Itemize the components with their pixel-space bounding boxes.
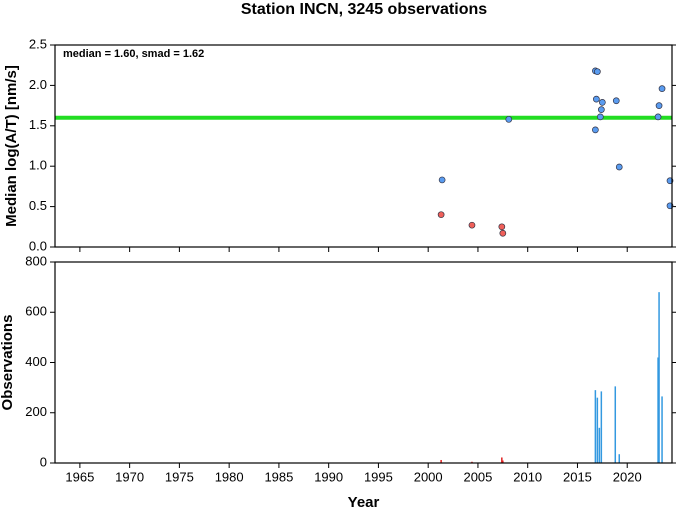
bar (600, 391, 603, 463)
chart-title: Station INCN, 3245 observations (241, 1, 487, 18)
y-tick-label: 800 (25, 253, 47, 268)
y-axis-label: Median log(A/T) [nm/s] (3, 65, 20, 227)
y-tick-label: 200 (25, 404, 47, 419)
point (498, 223, 506, 231)
bar (501, 457, 503, 463)
bar (658, 292, 660, 463)
point (615, 163, 623, 171)
point (499, 229, 507, 237)
y-axis-label: Observations (0, 315, 16, 411)
y-tick-label: 0 (40, 454, 47, 469)
point (612, 97, 620, 105)
y-tick-label: 1.5 (29, 117, 47, 132)
point (438, 176, 446, 184)
x-tick-label: 1995 (364, 469, 393, 484)
bar (598, 427, 601, 463)
x-tick-label: 2015 (563, 469, 592, 484)
bar (594, 390, 597, 463)
x-tick-label: 2005 (463, 469, 492, 484)
point (592, 126, 599, 134)
x-axis-label: Year (348, 494, 380, 511)
bar (614, 386, 617, 463)
point (593, 95, 600, 103)
x-tick-label: 1985 (264, 469, 293, 484)
bar (502, 460, 504, 463)
point (655, 102, 663, 109)
y-tick-label: 1.0 (29, 158, 47, 173)
y-tick-label: 2.0 (29, 77, 47, 92)
point (597, 106, 605, 113)
y-tick-label: 2.5 (29, 36, 47, 51)
point (596, 113, 604, 121)
point (505, 115, 513, 123)
annotation: median = 1.60, smad = 1.62 (63, 48, 204, 60)
y-tick-label: 400 (25, 354, 47, 369)
y-tick-label: 0.0 (29, 238, 47, 253)
plot-frame (54, 44, 673, 248)
x-tick-label: 2010 (513, 469, 542, 484)
bar (661, 396, 663, 463)
plot-frame (54, 261, 673, 464)
y-tick-label: 0.5 (29, 198, 47, 213)
y-tick-label: 600 (25, 304, 47, 319)
point (654, 113, 662, 121)
x-tick-label: 1970 (115, 469, 144, 484)
bar (471, 461, 473, 463)
x-tick-label: 2000 (414, 469, 443, 484)
point (437, 211, 445, 219)
x-tick-label: 1990 (314, 469, 343, 484)
bar (440, 459, 442, 463)
point (658, 85, 666, 92)
bar (657, 357, 659, 463)
x-tick-label: 1975 (165, 469, 194, 484)
bar (618, 454, 621, 463)
x-tick-label: 1980 (215, 469, 244, 484)
point (594, 68, 601, 76)
x-tick-label: 2020 (613, 469, 642, 484)
point (468, 221, 476, 229)
x-tick-label: 1965 (65, 469, 94, 484)
point (598, 99, 606, 106)
bar (596, 397, 599, 463)
